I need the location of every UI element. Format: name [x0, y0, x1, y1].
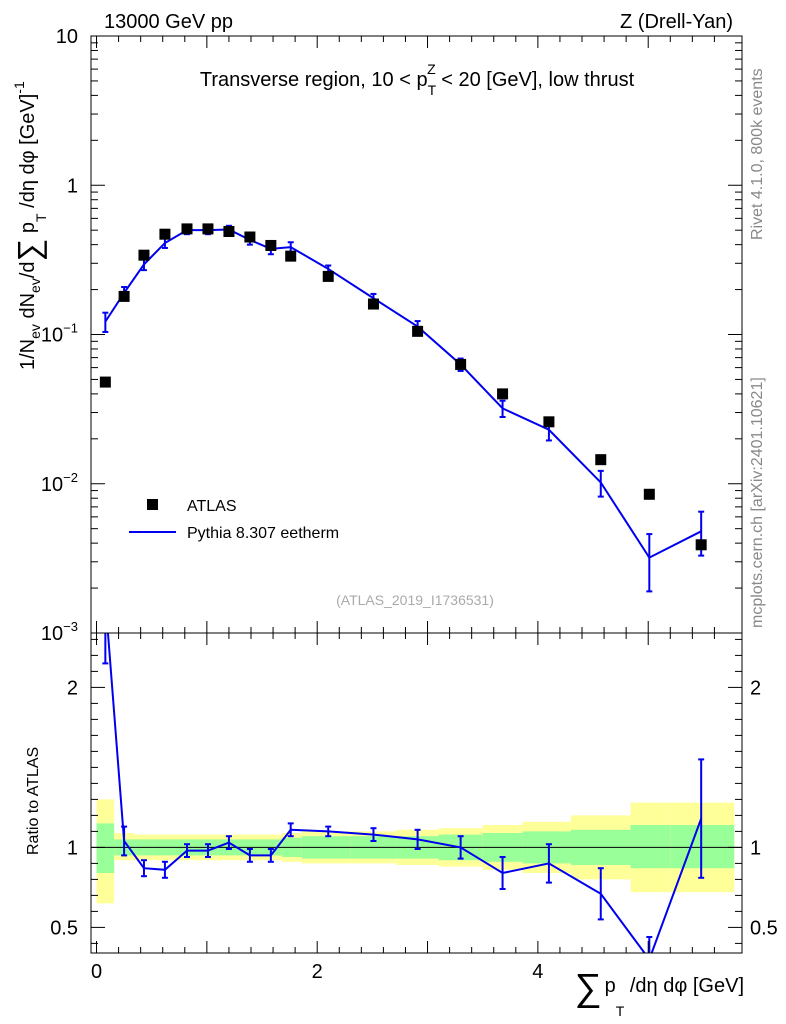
- atlas-point: [497, 388, 509, 400]
- legend-mc-label: Pythia 8.307 eetherm: [187, 525, 339, 542]
- ratio-xtick-label: 4: [532, 961, 543, 983]
- ratio-ytick-label-right: 0.5: [750, 917, 778, 939]
- ratio-ticks: [91, 633, 742, 953]
- atlas-point: [181, 223, 193, 235]
- atlas-point: [159, 228, 171, 240]
- atlas-point: [595, 454, 607, 466]
- ratio-series-group: [102, 633, 705, 953]
- ratio-ylabel: Ratio to ATLAS: [25, 747, 42, 855]
- plot-title: Transverse region, 10 < pTZ < 20 [GeV], …: [200, 61, 635, 98]
- atlas-point: [322, 270, 334, 282]
- atlas-point: [285, 250, 297, 262]
- header-right: Z (Drell-Yan): [620, 11, 733, 33]
- title-pre: Transverse region, 10 < p: [200, 69, 428, 91]
- ratio-ytick-label-left: 0.5: [50, 917, 78, 939]
- ratio-marks: [91, 633, 742, 953]
- watermark: (ATLAS_2019_I1736531): [336, 592, 494, 608]
- main-ytick-label: 10−3: [41, 619, 78, 645]
- atlas-point: [543, 416, 555, 428]
- ratio-band-inner: [670, 825, 735, 869]
- legend: ATLAS Pythia 8.307 eetherm: [129, 498, 339, 542]
- ratio-ytick-label-right: 2: [750, 677, 761, 699]
- mcplots-label: mcplots.cern.ch [arXiv:2401.10621]: [749, 377, 766, 628]
- atlas-point: [223, 225, 235, 237]
- atlas-point: [202, 223, 214, 235]
- title-post: < 20 [GeV], low thrust: [436, 69, 635, 91]
- main-ylabel: 1/Nev dNev/d∑ pT /dη dφ [GeV]-1: [11, 81, 49, 370]
- legend-atlas-label: ATLAS: [187, 498, 237, 515]
- main-ticks: [91, 35, 742, 634]
- ratio-panel: 0.5 0.5 1 1 2 2 0 2 4 Ratio to ATLAS ∑ pT /dη dφ …: [25, 632, 778, 1019]
- main-ytick-label: 10−2: [41, 470, 78, 496]
- ratio-ytick-label-left: 1: [67, 837, 78, 859]
- main-ytick-label: 10−1: [41, 321, 78, 347]
- ratio-mc-line: [106, 633, 703, 953]
- atlas-point: [643, 488, 655, 500]
- atlas-point: [412, 325, 424, 337]
- atlas-point: [244, 231, 256, 243]
- atlas-point: [265, 239, 277, 251]
- title-sup: Z: [427, 61, 436, 77]
- main-marks: [99, 223, 707, 593]
- ratio-band-inner: [630, 825, 671, 869]
- atlas-point: [695, 539, 707, 551]
- ratio-frame: [90, 632, 743, 954]
- atlas-point: [118, 290, 130, 302]
- atlas-point: [138, 249, 150, 261]
- ratio-ytick-label-right: 1: [750, 837, 761, 859]
- ratio-ytick-label-left: 2: [67, 677, 78, 699]
- main-panel: 10−3 10−2 10−1 1 10 Transverse region, 10 < …: [11, 26, 743, 645]
- title-sub: T: [428, 82, 437, 98]
- atlas-point: [99, 376, 111, 388]
- main-ytick-label: 1: [67, 175, 78, 197]
- atlas-point: [367, 298, 379, 310]
- rivet-label: Rivet 4.1.0, 800k events: [749, 68, 766, 240]
- atlas-point: [455, 358, 467, 370]
- ratio-xlabel: ∑ pT /dη dφ [GeV]: [575, 967, 744, 1019]
- legend-atlas-marker: [147, 499, 158, 510]
- ratio-xtick-label: 0: [91, 961, 102, 983]
- ratio-xtick-label: 2: [312, 961, 323, 983]
- ratio-tick-labels: 0.5 0.5 1 1 2 2 0 2 4: [50, 677, 778, 983]
- main-ytick-label: 10: [56, 26, 78, 48]
- header-left: 13000 GeV pp: [104, 11, 233, 33]
- main-ytick-labels: 10−3 10−2 10−1 1 10: [41, 26, 78, 645]
- ratio-band-inner: [96, 823, 115, 873]
